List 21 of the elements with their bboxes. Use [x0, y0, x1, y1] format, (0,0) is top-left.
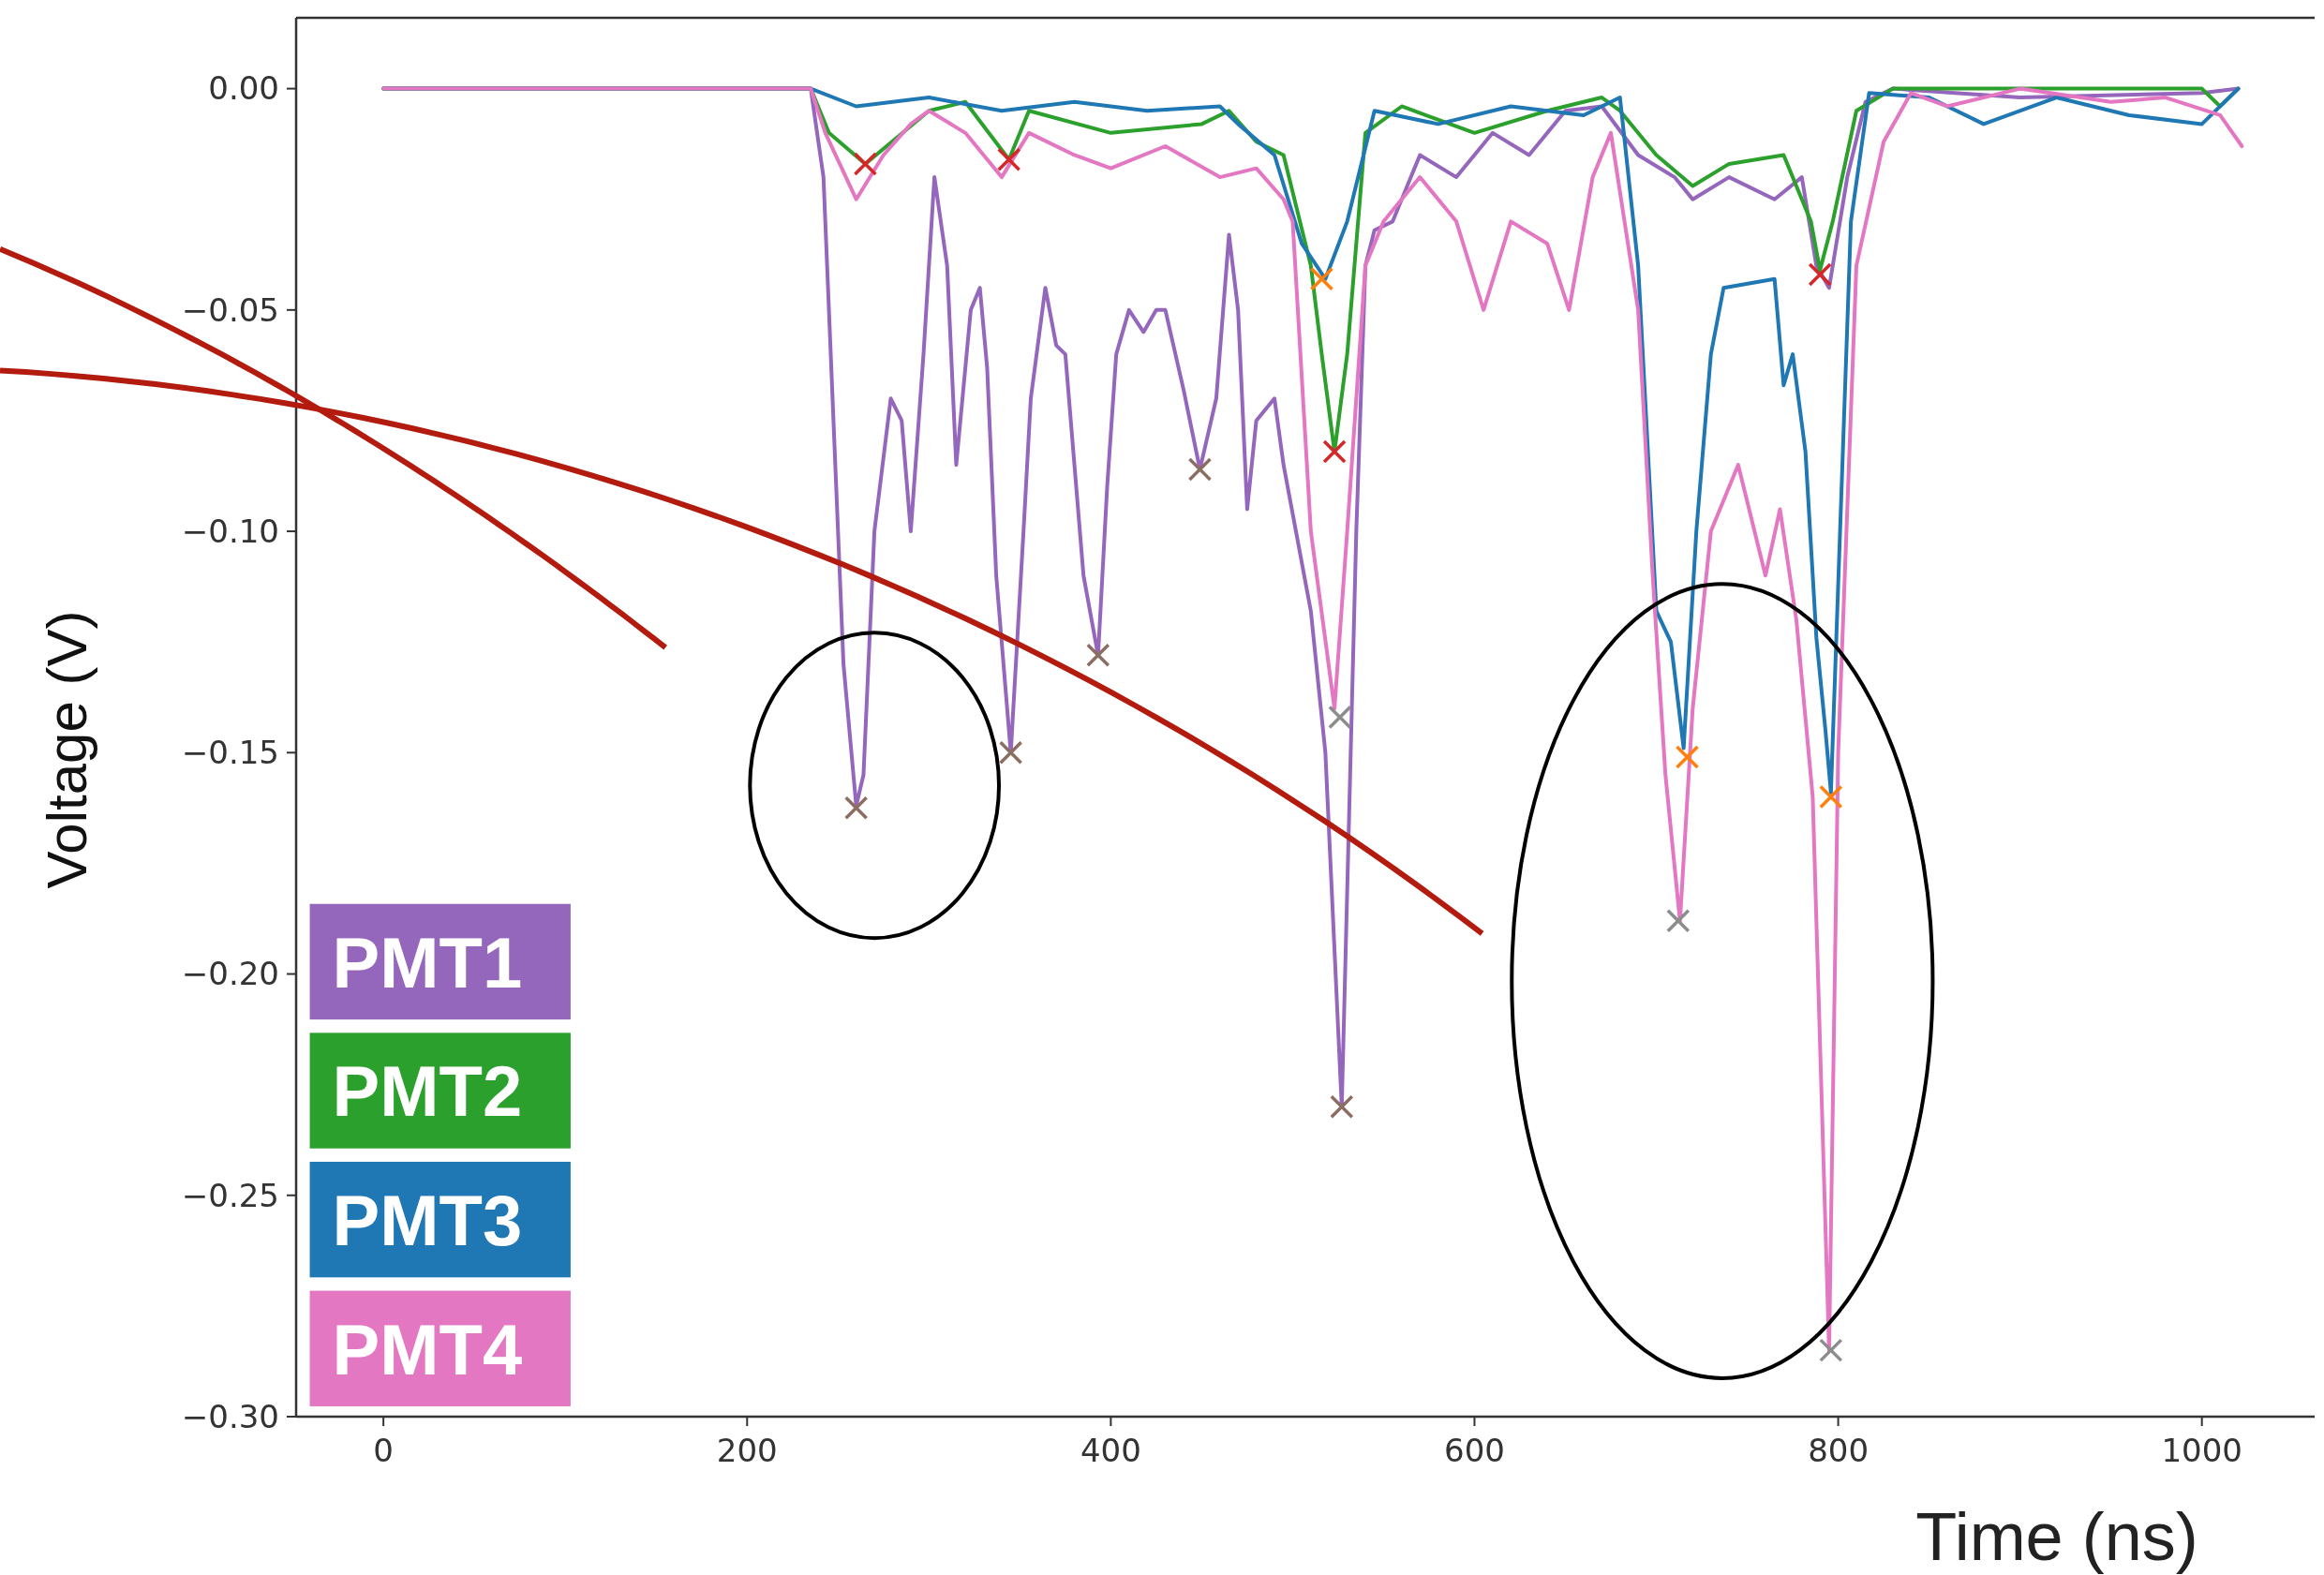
x-tick-label: 0: [373, 1432, 394, 1469]
x-tick-label: 400: [1080, 1432, 1141, 1469]
y-tick-label: −0.30: [181, 1397, 279, 1435]
y-tick-label: −0.10: [181, 512, 279, 550]
y-tick-label: −0.20: [181, 955, 279, 993]
y-tick-label: −0.25: [181, 1176, 279, 1214]
x-tick-label: 800: [1808, 1432, 1870, 1469]
y-axis-title: Voltage (V): [36, 610, 98, 889]
text: PMT1: [332, 922, 523, 1003]
x-axis-title: Time (ns): [1915, 1499, 2198, 1574]
x-tick-label: 200: [716, 1432, 778, 1469]
y-tick-label: −0.05: [181, 290, 279, 329]
text: PMT2: [332, 1051, 523, 1132]
text: PMT3: [332, 1181, 523, 1260]
x-tick-label: 600: [1444, 1432, 1505, 1469]
point: [1675, 745, 1700, 769]
text: PMT4: [332, 1309, 523, 1389]
point: [1328, 705, 1352, 730]
y-tick-label: −0.15: [181, 734, 279, 772]
x-tick-label: 1000: [2161, 1432, 2242, 1469]
y-tick-label: 0.00: [208, 69, 279, 108]
